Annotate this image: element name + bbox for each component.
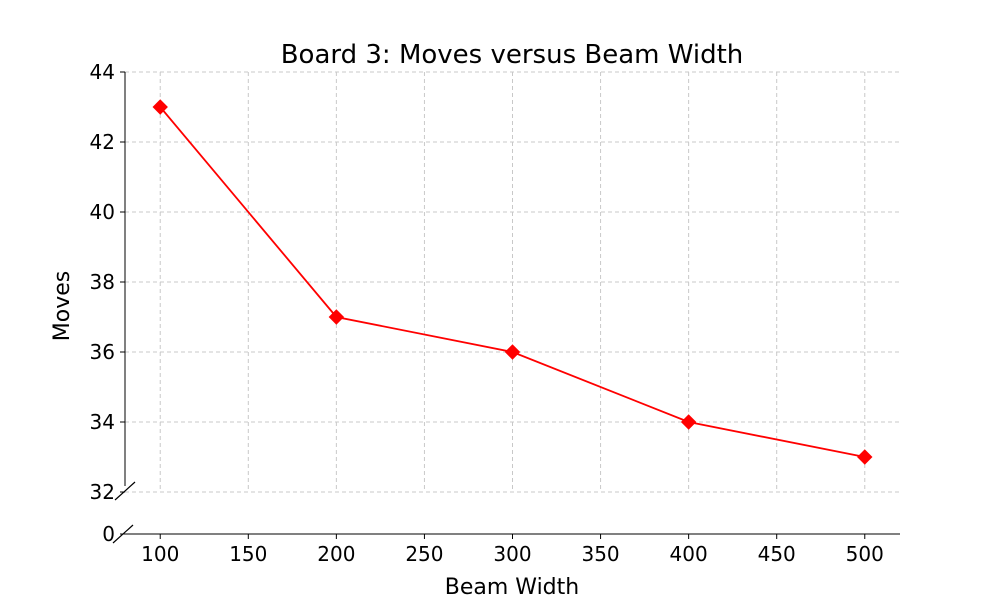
data-point-marker — [152, 99, 168, 115]
data-point-marker — [504, 344, 521, 360]
x-axis-label: Beam Width — [445, 575, 579, 600]
grid — [125, 71, 900, 493]
series-layer — [152, 99, 873, 465]
y-tick-labels: 32 34 36 38 40 42 44 0 — [90, 60, 115, 546]
x-tick-label: 250 — [405, 542, 443, 566]
x-tick-label: 350 — [581, 542, 619, 566]
x-tick-label: 200 — [317, 542, 355, 566]
x-tick-label: 100 — [141, 542, 179, 566]
x-tick-label: 300 — [493, 542, 531, 566]
y-tick-label: 40 — [90, 200, 115, 224]
x-tick-labels: 100 150 200 250 300 350 400 450 500 — [141, 542, 884, 566]
x-tick-label: 400 — [670, 542, 708, 566]
data-point-marker — [328, 309, 345, 325]
x-tick-label: 150 — [229, 542, 267, 566]
y-tick-label: 42 — [90, 130, 115, 154]
y-tick-label: 36 — [90, 340, 115, 364]
y-tick-label: 32 — [90, 480, 115, 504]
y-tick-label: 34 — [90, 410, 115, 434]
chart-title: Board 3: Moves versus Beam Width — [281, 40, 744, 70]
y-tick-label: 44 — [90, 60, 115, 84]
y-tick-label: 0 — [102, 522, 115, 546]
data-point-marker — [680, 414, 697, 430]
y-tick-label: 38 — [90, 270, 115, 294]
y-axis-label: Moves — [50, 271, 75, 341]
axis-break-mark-upper — [114, 481, 136, 501]
x-tick-label: 500 — [846, 542, 884, 566]
x-tick-label: 450 — [758, 542, 796, 566]
axes — [112, 71, 900, 544]
data-point-marker — [857, 449, 873, 465]
